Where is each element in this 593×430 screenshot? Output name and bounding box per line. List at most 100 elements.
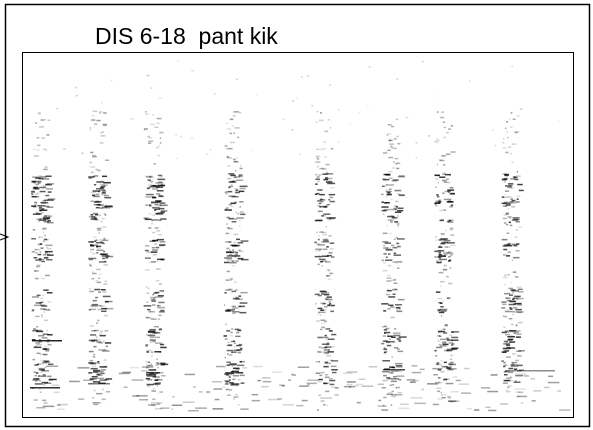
texture — [146, 286, 147, 288]
texture — [504, 175, 508, 177]
texture — [69, 381, 80, 383]
texture — [328, 278, 331, 280]
texture — [148, 141, 153, 143]
texture — [159, 283, 162, 285]
texture — [390, 306, 395, 308]
figure: DIS 6-18 pant kik — [0, 0, 593, 430]
texture — [385, 174, 390, 176]
texture — [382, 241, 388, 243]
texture — [503, 249, 507, 251]
texture — [440, 243, 445, 245]
texture — [323, 366, 328, 368]
texture — [41, 278, 45, 280]
texture — [157, 305, 159, 307]
texture — [382, 202, 384, 204]
texture — [94, 184, 96, 186]
texture — [56, 108, 58, 110]
texture — [506, 131, 508, 133]
texture — [37, 137, 39, 139]
texture — [153, 292, 157, 294]
texture — [330, 384, 335, 386]
texture — [407, 379, 416, 381]
texture — [444, 127, 446, 129]
texture — [438, 182, 439, 184]
texture — [39, 219, 46, 221]
texture — [230, 385, 238, 387]
texture — [100, 221, 103, 223]
texture — [508, 368, 513, 370]
texture — [42, 316, 43, 318]
texture — [102, 350, 110, 352]
texture — [388, 392, 392, 394]
texture — [382, 210, 387, 212]
texture — [32, 251, 35, 253]
texture — [99, 204, 104, 206]
texture — [326, 164, 330, 166]
texture — [510, 282, 511, 284]
texture — [224, 262, 230, 264]
texture — [384, 202, 390, 204]
texture — [39, 369, 45, 371]
texture — [51, 385, 59, 387]
texture — [93, 354, 95, 356]
texture — [501, 301, 506, 303]
texture — [391, 126, 394, 128]
texture — [160, 203, 166, 205]
texture — [507, 233, 510, 235]
texture — [40, 202, 48, 204]
texture — [441, 285, 442, 287]
texture — [505, 311, 513, 313]
texture — [512, 299, 514, 301]
texture — [158, 145, 160, 147]
texture — [104, 359, 107, 361]
texture — [91, 218, 98, 220]
texture — [515, 201, 519, 203]
texture — [509, 196, 513, 198]
texture — [507, 339, 512, 341]
texture — [47, 292, 53, 294]
texture — [396, 223, 400, 225]
texture — [48, 191, 52, 193]
texture — [238, 352, 241, 354]
texture — [435, 355, 437, 357]
texture — [226, 193, 228, 195]
texture — [158, 315, 162, 317]
texture — [96, 269, 101, 271]
texture — [94, 241, 96, 243]
texture — [253, 366, 262, 368]
texture — [230, 364, 236, 366]
texture — [93, 404, 98, 406]
texture — [141, 370, 147, 372]
texture — [225, 324, 227, 326]
texture — [81, 153, 84, 155]
texture — [152, 188, 158, 190]
texture — [509, 307, 512, 309]
texture — [157, 307, 165, 309]
texture — [384, 354, 386, 356]
texture — [242, 367, 247, 369]
texture — [104, 281, 107, 283]
texture — [46, 134, 49, 136]
texture — [185, 374, 196, 376]
texture — [469, 80, 470, 82]
texture — [229, 379, 231, 381]
texture — [48, 248, 52, 250]
texture — [229, 204, 232, 206]
texture — [325, 261, 330, 263]
texture — [41, 212, 44, 214]
texture — [106, 378, 113, 380]
texture — [362, 386, 373, 388]
texture — [145, 111, 147, 113]
texture — [151, 87, 153, 89]
texture — [39, 207, 42, 209]
texture — [42, 400, 46, 402]
texture — [449, 193, 455, 195]
texture — [40, 243, 42, 245]
texture — [396, 263, 397, 265]
texture — [45, 245, 52, 247]
texture — [412, 365, 418, 367]
texture — [191, 138, 193, 140]
texture — [96, 169, 99, 171]
texture — [298, 367, 310, 369]
texture — [394, 347, 398, 349]
